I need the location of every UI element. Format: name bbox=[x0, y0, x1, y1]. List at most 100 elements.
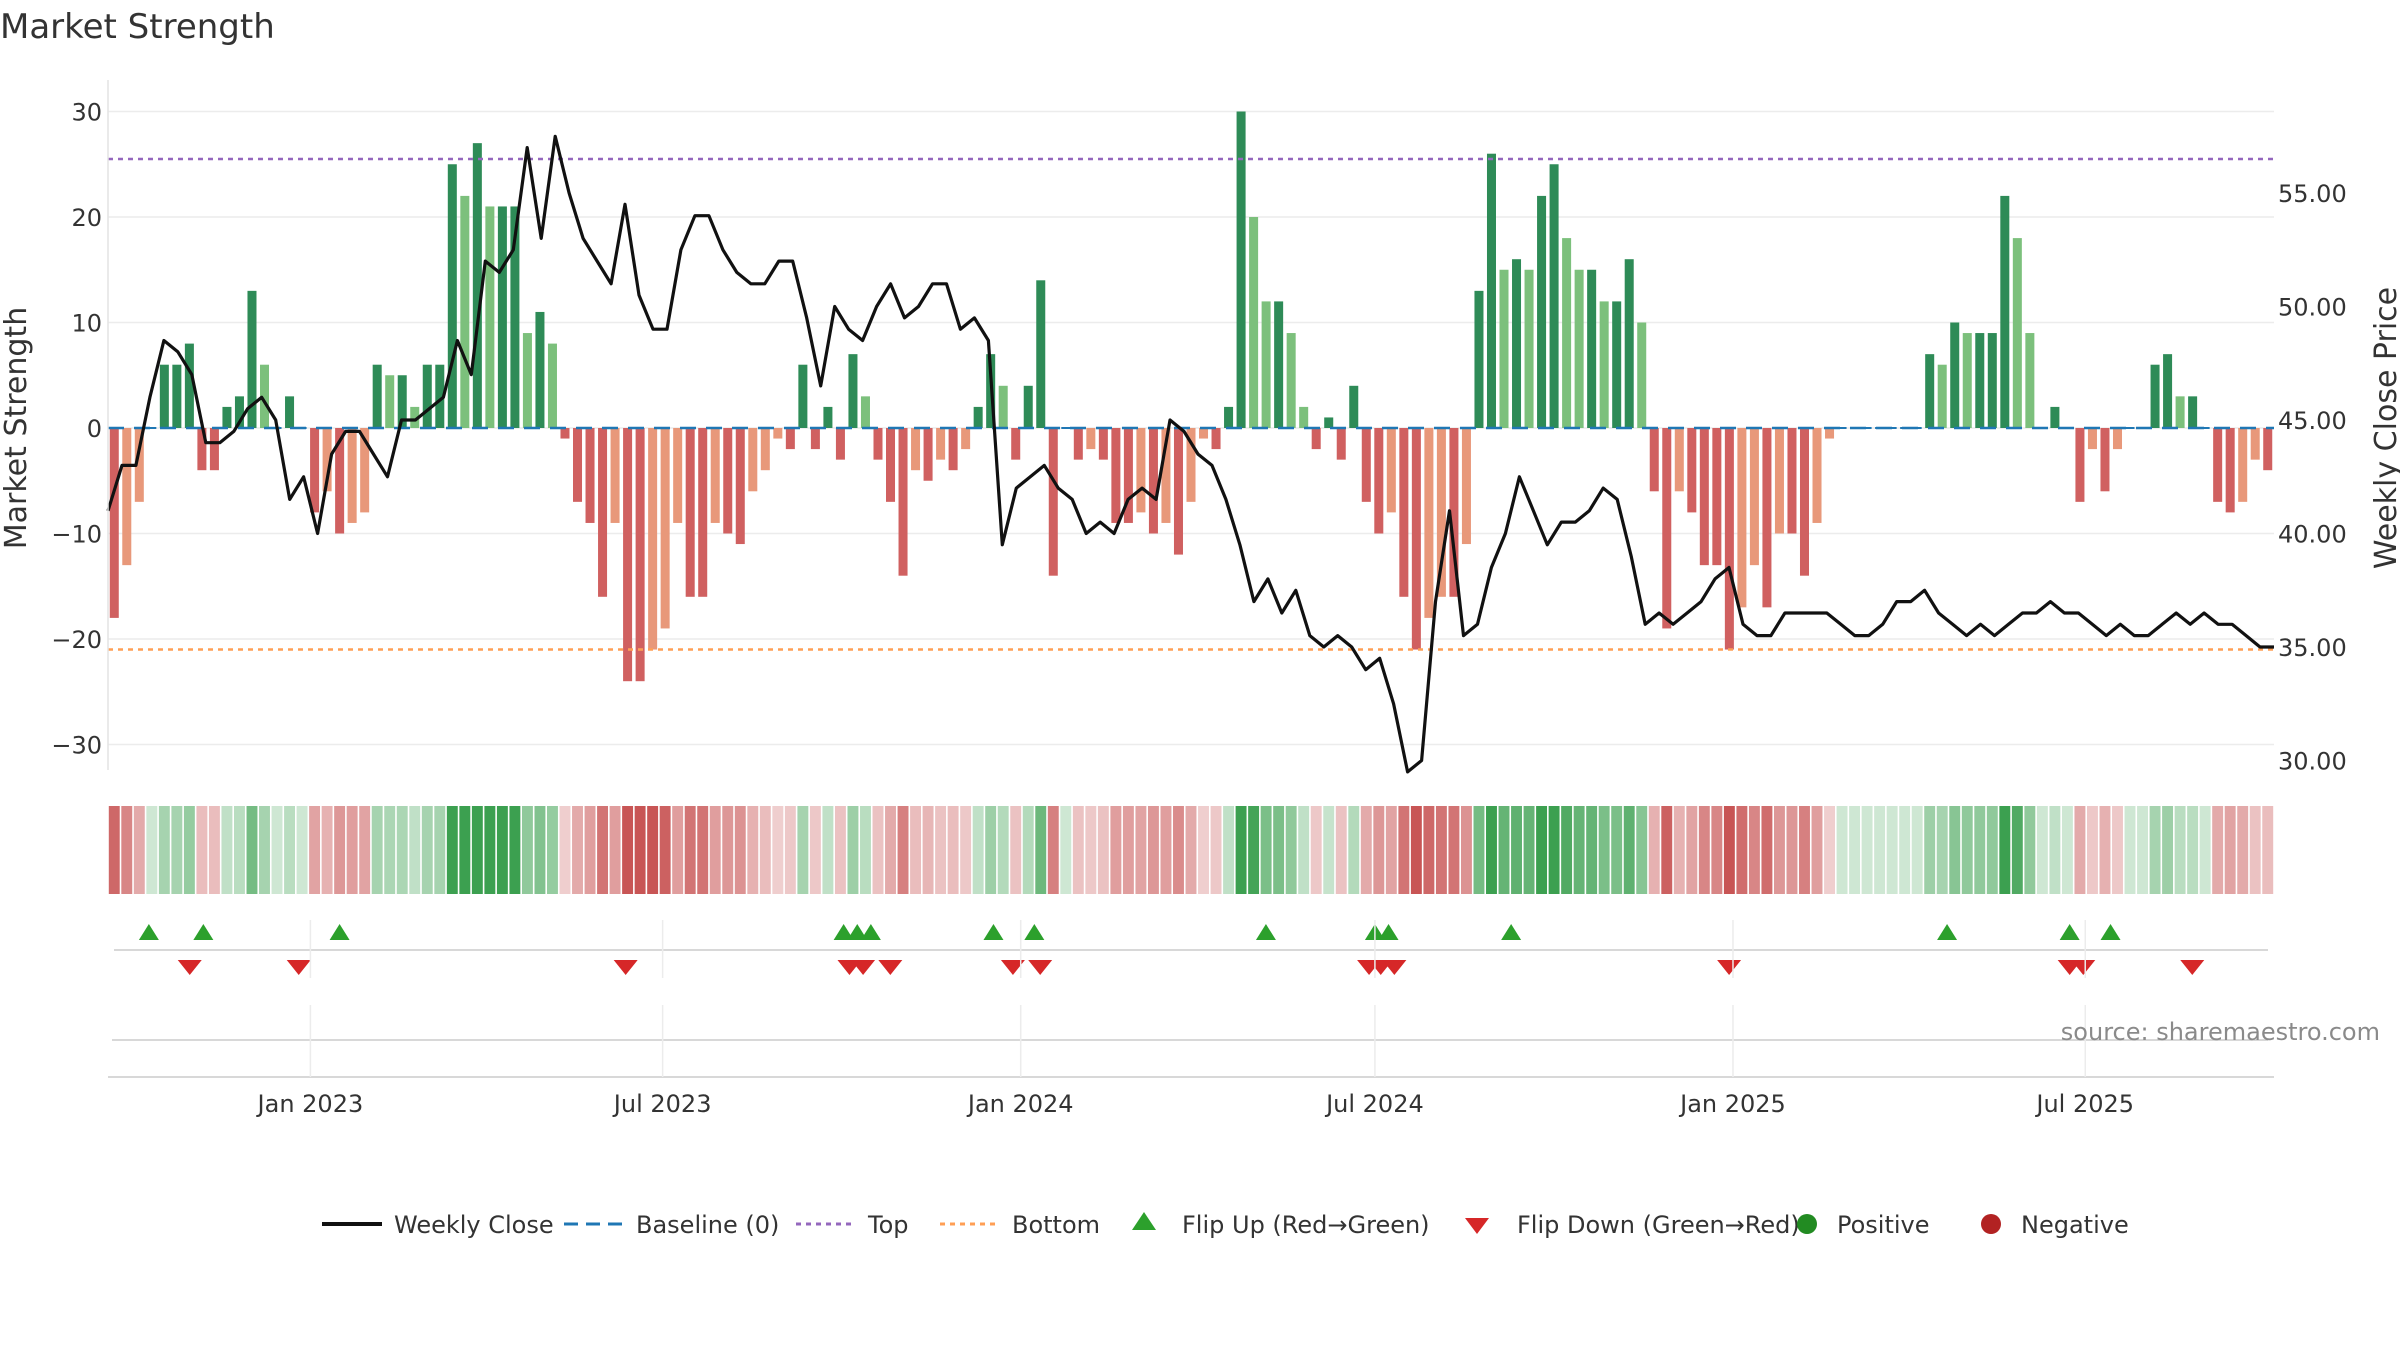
heat-cell bbox=[1335, 806, 1347, 894]
heat-cell bbox=[1423, 806, 1435, 894]
strength-bar bbox=[1073, 428, 1083, 460]
heat-cell bbox=[1736, 806, 1748, 894]
heat-cell bbox=[559, 806, 571, 894]
strength-bar bbox=[748, 428, 758, 492]
heat-cell bbox=[1511, 806, 1522, 894]
heat-cell bbox=[872, 806, 884, 894]
heat-cell bbox=[146, 806, 158, 894]
strength-bar bbox=[397, 375, 407, 428]
strength-bar bbox=[222, 406, 232, 428]
strength-bar bbox=[948, 428, 958, 471]
strength-bar bbox=[1537, 195, 1547, 428]
strength-bar bbox=[1098, 428, 1108, 460]
strength-bar bbox=[560, 428, 570, 439]
heat-cell bbox=[246, 806, 258, 894]
heat-cell bbox=[2061, 806, 2073, 894]
heat-cell bbox=[672, 806, 684, 894]
strength-bar bbox=[2250, 428, 2260, 460]
legend: Weekly Close Baseline (0) Top Bottom Flip Up… bbox=[322, 1211, 2129, 1239]
x-axis: Jan 2023 Jul 2023 Jan 2024 Jul 2024 Jan 2025… bbox=[108, 920, 2274, 1118]
heat-cell bbox=[296, 806, 308, 894]
heat-cell bbox=[1623, 806, 1635, 894]
heat-cell bbox=[1836, 806, 1848, 894]
legend-swatch bbox=[1797, 1214, 1817, 1234]
heat-cell bbox=[1310, 806, 1322, 894]
flip-up-marker bbox=[193, 924, 214, 940]
strength-bar bbox=[2125, 427, 2135, 429]
heat-cell bbox=[158, 806, 170, 894]
strength-bar bbox=[1499, 269, 1509, 428]
strength-bar bbox=[1549, 164, 1559, 428]
strength-bar bbox=[1236, 111, 1246, 428]
heat-cell bbox=[860, 806, 871, 894]
y-left-tick-label: 10 bbox=[71, 310, 102, 338]
heat-cell bbox=[747, 806, 759, 894]
x-tick-label: Jan 2025 bbox=[1678, 1090, 1786, 1118]
heat-cell bbox=[709, 806, 721, 894]
strength-bar bbox=[1712, 428, 1722, 566]
heat-cell bbox=[847, 806, 859, 894]
heat-cell bbox=[1899, 806, 1911, 894]
strength-bar bbox=[2100, 428, 2110, 492]
heat-strip bbox=[108, 806, 2274, 894]
heat-cell bbox=[1010, 806, 1022, 894]
strength-bar bbox=[1048, 428, 1058, 576]
strength-bar bbox=[122, 428, 132, 566]
strength-bar bbox=[1361, 428, 1371, 502]
strength-bar bbox=[147, 427, 157, 429]
heat-cell bbox=[1711, 806, 1723, 894]
strength-bar bbox=[1436, 428, 1446, 597]
strength-bar bbox=[1724, 428, 1734, 650]
strength-bar bbox=[898, 428, 908, 576]
heat-cell bbox=[1110, 806, 1122, 894]
strength-bar bbox=[1061, 427, 1071, 429]
heat-cell bbox=[1974, 806, 1986, 894]
flip-down-marker bbox=[878, 960, 903, 975]
strength-bar bbox=[1486, 153, 1496, 428]
strength-bar bbox=[1562, 238, 1572, 428]
strength-bar bbox=[1161, 428, 1171, 523]
heat-cell bbox=[534, 806, 546, 894]
heat-cell bbox=[1686, 806, 1698, 894]
heat-cell bbox=[947, 806, 959, 894]
strength-bar bbox=[2200, 427, 2210, 429]
flip-down-marker bbox=[2180, 960, 2205, 975]
heat-cell bbox=[221, 806, 233, 894]
heat-cell bbox=[171, 806, 183, 894]
heat-cell bbox=[759, 806, 771, 894]
strength-bar bbox=[510, 206, 520, 428]
heat-cell bbox=[634, 806, 646, 894]
flip-up-marker bbox=[860, 924, 881, 940]
strength-bar bbox=[1111, 428, 1121, 523]
strength-bar bbox=[360, 428, 370, 513]
strength-bar bbox=[535, 311, 545, 428]
heat-cell bbox=[1223, 806, 1235, 894]
heat-cell bbox=[2011, 806, 2023, 894]
heat-cell bbox=[1498, 806, 1510, 894]
heat-cell bbox=[1035, 806, 1047, 894]
heat-cell bbox=[133, 806, 145, 894]
heat-cell bbox=[1748, 806, 1760, 894]
strength-bar bbox=[1299, 406, 1309, 428]
heat-cell bbox=[259, 806, 270, 894]
strength-bar bbox=[1612, 301, 1622, 428]
heat-cell bbox=[1398, 806, 1410, 894]
strength-bar bbox=[1274, 301, 1284, 428]
strength-bar bbox=[1737, 428, 1747, 608]
heat-cell bbox=[822, 806, 834, 894]
y-right-tick-label: 55.00 bbox=[2278, 180, 2347, 208]
strength-bar bbox=[1461, 428, 1471, 545]
heat-cell bbox=[309, 806, 321, 894]
strength-bar bbox=[1424, 428, 1434, 618]
x-tick-label: Jul 2024 bbox=[1324, 1090, 1424, 1118]
heat-cell bbox=[597, 806, 609, 894]
heat-cell bbox=[1523, 806, 1535, 894]
heat-cell bbox=[1410, 806, 1422, 894]
heat-cell bbox=[1598, 806, 1610, 894]
heat-cell bbox=[2086, 806, 2098, 894]
strength-bar bbox=[435, 364, 445, 428]
heat-cell bbox=[1586, 806, 1598, 894]
flip-down-marker bbox=[1717, 960, 1742, 975]
y-right-tick-label: 35.00 bbox=[2278, 634, 2347, 662]
strength-bar bbox=[1374, 428, 1384, 534]
